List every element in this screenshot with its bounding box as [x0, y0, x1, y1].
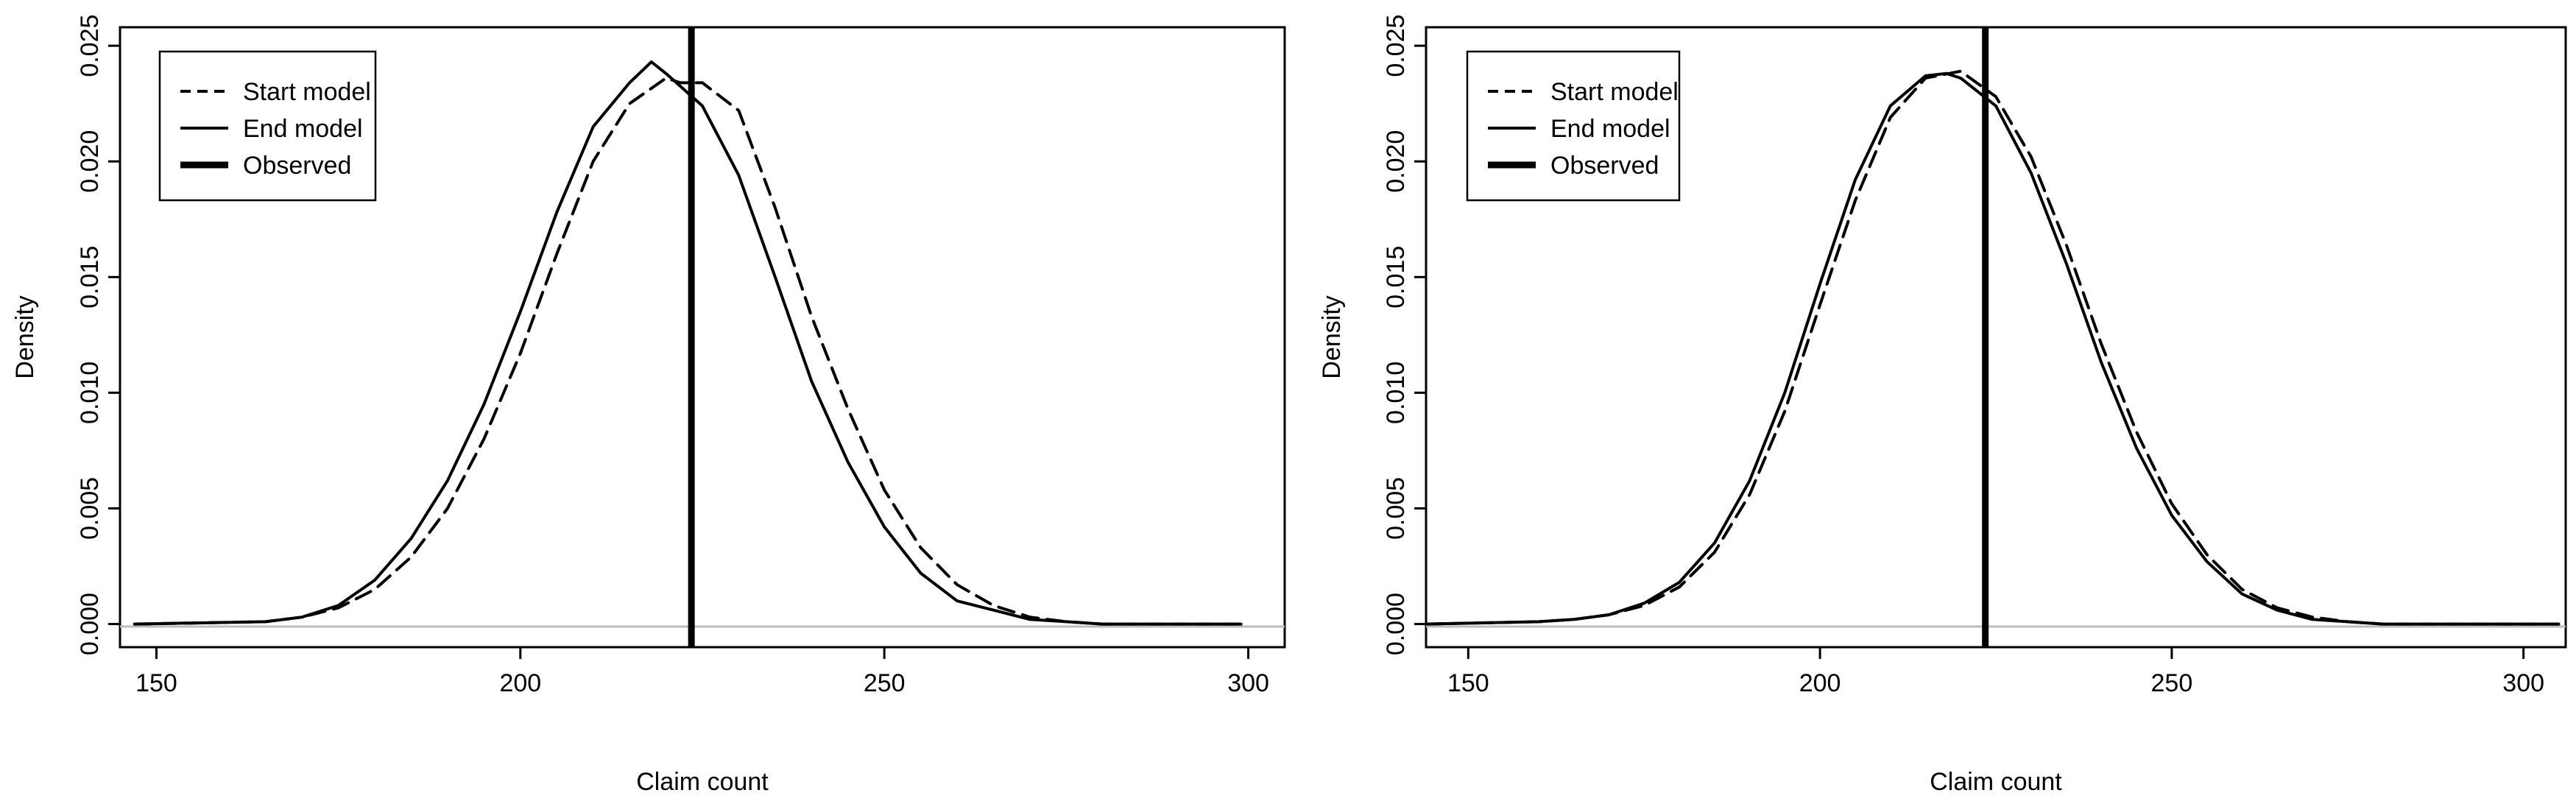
- density-curves: [1425, 69, 2561, 626]
- x-tick-label: 200: [499, 669, 541, 697]
- legend-box: [158, 50, 377, 202]
- x-axis-title: Claim count: [1930, 768, 2062, 796]
- y-tick-label: 0.005: [76, 477, 104, 540]
- legend-box: [1466, 50, 1681, 202]
- plot-frame: [1425, 26, 2567, 649]
- x-tick-label: 200: [1799, 669, 1841, 697]
- start-model-curve: [1425, 69, 2561, 626]
- legend-label-end-model: End model: [1550, 115, 1670, 143]
- legend: Start model End model Observed: [158, 50, 377, 202]
- end-model-curve: [133, 60, 1243, 626]
- x-tick-label: 300: [2502, 669, 2544, 697]
- x-tick-label: 250: [2151, 669, 2193, 697]
- x-axis-ticks: 150 200 250 300: [1447, 647, 2544, 697]
- plot-frame: [119, 26, 1286, 649]
- y-axis-ticks: 0.000 0.005 0.010 0.015 0.020 0.025: [76, 15, 120, 655]
- legend-label-end-model: End model: [243, 115, 363, 143]
- x-tick-label: 250: [864, 669, 906, 697]
- x-tick-label: 300: [1227, 669, 1269, 697]
- legend-label-start-model: Start model: [1550, 78, 1679, 106]
- legend: Start model End model Observed: [1466, 50, 1681, 202]
- y-tick-label: 0.015: [76, 246, 104, 308]
- x-axis-ticks: 150 200 250 300: [135, 647, 1269, 697]
- right-density-plot: 150 200 250 300 0.0000.0050.0100.0150.0200.…: [1318, 15, 2567, 796]
- y-tick-label: 0.000: [76, 593, 104, 655]
- y-axis-ticks: 0.000 0.005 0.010 0.015 0.020 0.025: [1382, 15, 1426, 655]
- y-axis-title: Density: [11, 295, 39, 378]
- x-axis-title: Claim count: [636, 768, 769, 796]
- y-tick-label: 0.020: [76, 130, 104, 193]
- y-tick-label: 0.015: [1382, 246, 1410, 308]
- left-density-plot: 150 200 250 300 0.0000.0050.0100.0150.0200.…: [11, 15, 1286, 796]
- end-model-curve: [1425, 71, 2561, 626]
- y-tick-label: 0.020: [1382, 130, 1410, 193]
- y-tick-label: 0.025: [1382, 15, 1410, 77]
- y-tick-label: 0.010: [76, 362, 104, 424]
- y-tick-label: 0.005: [1382, 477, 1410, 540]
- y-tick-label: 0.000: [1382, 593, 1410, 655]
- y-axis-title: Density: [1318, 295, 1346, 378]
- legend-label-observed: Observed: [1550, 152, 1659, 180]
- legend-label-observed: Observed: [243, 152, 351, 180]
- y-tick-label: 0.010: [1382, 362, 1410, 424]
- x-tick-label: 150: [135, 669, 177, 697]
- x-tick-label: 150: [1447, 669, 1489, 697]
- density-curves: [133, 60, 1243, 626]
- legend-label-start-model: Start model: [243, 78, 371, 106]
- y-tick-label: 0.025: [76, 15, 104, 77]
- start-model-curve: [133, 77, 1243, 626]
